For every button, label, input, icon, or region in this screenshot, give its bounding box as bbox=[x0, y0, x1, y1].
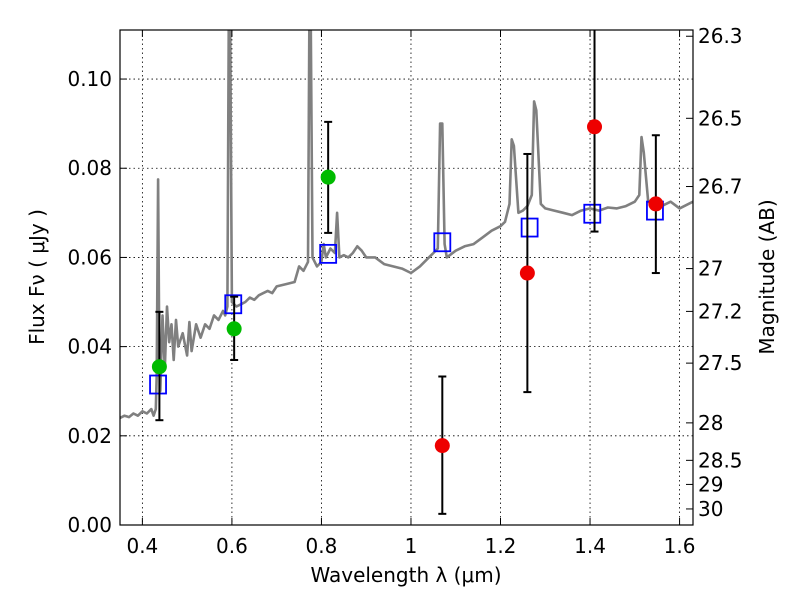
model-spectrum-line bbox=[120, 30, 693, 420]
model-box-marker bbox=[433, 232, 452, 253]
y-tick-label: 0.06 bbox=[67, 245, 112, 269]
infrared-data-point bbox=[519, 265, 535, 281]
optical-data-point bbox=[226, 321, 242, 337]
model-box-marker bbox=[149, 374, 167, 395]
y2-tick-label: 27.2 bbox=[698, 299, 743, 323]
y2-tick-label: 28 bbox=[698, 411, 723, 435]
y-tick-label: 0.00 bbox=[67, 513, 112, 537]
y2-tick-label: 26.3 bbox=[698, 24, 743, 48]
x-tick-label: 1.4 bbox=[574, 534, 606, 558]
x-axis-label: Wavelength λ (μm) bbox=[310, 563, 501, 587]
error-bars bbox=[151, 30, 664, 515]
y2-axis-label: Magnitude (AB) bbox=[755, 199, 779, 354]
y-axis-label: Flux Fν ( μJy ) bbox=[25, 209, 49, 345]
y2-tick-label: 28.5 bbox=[698, 448, 743, 472]
y2-tick-label: 26.5 bbox=[698, 106, 743, 130]
optical-data-point bbox=[151, 359, 167, 375]
plot-data bbox=[120, 30, 693, 420]
optical-data-point bbox=[320, 169, 336, 185]
infrared-data-point bbox=[587, 119, 603, 135]
model-box-marker bbox=[319, 243, 338, 264]
y2-tick-label: 27 bbox=[698, 257, 723, 281]
axis-ticks: 0.4 0.6 0.8 1 1.2 1.4 1.6 0.00 0.02 0.04 0.06 0.08 0… bbox=[67, 24, 742, 558]
y2-tick-label: 30 bbox=[698, 497, 723, 521]
model-box-marker bbox=[520, 217, 539, 238]
y-tick-label: 0.08 bbox=[67, 156, 112, 180]
y2-tick-label: 26.7 bbox=[698, 175, 743, 199]
y-tick-label: 0.10 bbox=[67, 67, 112, 91]
model-box-marker bbox=[583, 203, 602, 224]
y2-tick-label: 29 bbox=[698, 472, 723, 496]
x-tick-label: 1.2 bbox=[485, 534, 517, 558]
y-tick-label: 0.02 bbox=[67, 424, 112, 448]
x-tick-label: 0.6 bbox=[216, 534, 248, 558]
x-tick-label: 1.6 bbox=[664, 534, 696, 558]
infrared-data-point bbox=[434, 438, 450, 454]
y2-tick-label: 27.5 bbox=[698, 351, 743, 375]
infrared-data-point bbox=[648, 196, 664, 212]
y-tick-label: 0.04 bbox=[67, 335, 112, 359]
x-tick-label: 0.4 bbox=[126, 534, 158, 558]
x-tick-label: 1 bbox=[405, 534, 418, 558]
plot-frame bbox=[119, 29, 694, 526]
gridlines bbox=[120, 30, 693, 526]
x-tick-label: 0.8 bbox=[306, 534, 338, 558]
